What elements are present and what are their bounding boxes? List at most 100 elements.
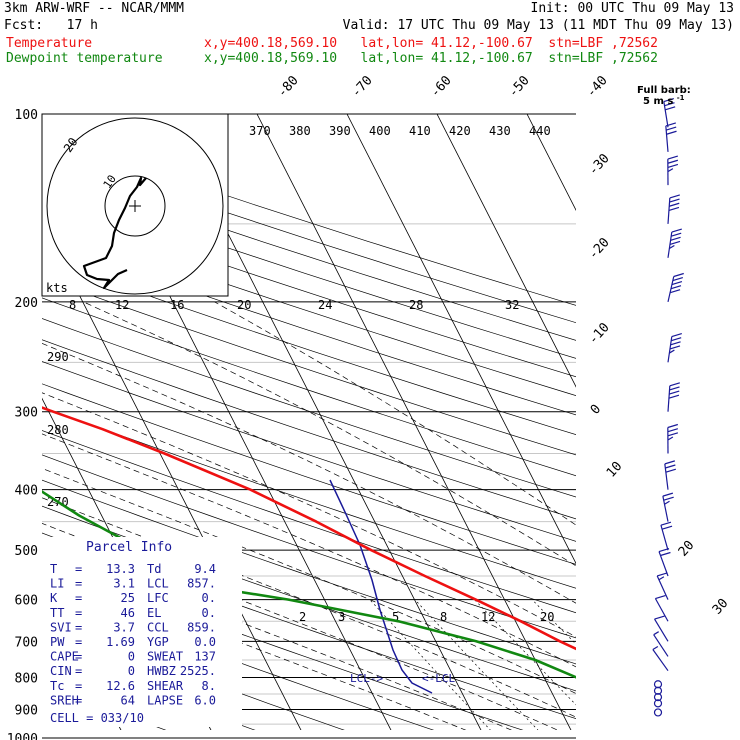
- hodograph-ring-10-label: 10: [101, 173, 119, 191]
- wind-barb-flag: [672, 276, 684, 282]
- wind-barb-staff: [652, 649, 669, 672]
- dry-adiabat-line: [42, 219, 576, 396]
- parcel-info-value: 859.: [187, 620, 216, 634]
- wind-barbs: [652, 97, 684, 717]
- wind-barb-flag: [669, 345, 681, 350]
- wind-barb-flag: [660, 521, 672, 526]
- barb-key-value: 5 m s -1: [643, 94, 685, 107]
- isotherm-tick-label: -50: [506, 73, 533, 100]
- isotherm-tick-label: -70: [349, 73, 376, 100]
- theta-tick-label: 400: [369, 124, 391, 138]
- wind-barb-flag: [653, 631, 659, 636]
- parcel-info-title: Parcel Info: [86, 540, 172, 555]
- legend-dewpoint-label: Dewpoint temperature: [6, 51, 163, 66]
- isotherm-line: [42, 221, 302, 730]
- mixing-ratio-tick-label: 16: [170, 298, 184, 312]
- mixing-ratio-tick-label: 12: [115, 298, 129, 312]
- dry-adiabat-line: [42, 238, 576, 416]
- wind-barb-flag: [669, 289, 681, 294]
- dry-adiabat-line: [42, 589, 435, 730]
- wind-barb-flag: [665, 464, 676, 469]
- isotherm-line: [436, 114, 576, 388]
- pressure-tick-label: 100: [15, 108, 38, 123]
- mixing-ratio-tick-label: 12: [481, 610, 495, 624]
- dry-adiabat-line: [42, 479, 576, 665]
- wind-barb-staff: [667, 197, 671, 224]
- wind-barb-flag: [671, 281, 683, 286]
- mixing-ratio-line: [653, 600, 740, 738]
- theta-tick-label: 370: [249, 124, 271, 138]
- pressure-tick-label: 800: [15, 672, 38, 687]
- wind-barb-staff: [663, 101, 669, 128]
- hodograph-ring: [104, 175, 166, 237]
- parcel-info-box: [42, 537, 242, 727]
- theta-tick-label: 410: [409, 124, 431, 138]
- mixing-ratio-line: [369, 599, 491, 730]
- wind-barb-flag: [673, 272, 684, 278]
- isotherm-line: [346, 114, 576, 565]
- calm-wind-marker: [653, 708, 663, 717]
- parcel-info-value: 0.: [202, 606, 216, 620]
- wind-barb-flag: [667, 168, 674, 173]
- hodograph-trace: [82, 176, 147, 290]
- parcel-info-label: HWBZ: [147, 664, 176, 678]
- wind-barb-flag: [671, 232, 682, 237]
- dry-adiabat-line: [42, 430, 576, 614]
- wind-barb-staff: [662, 495, 669, 522]
- parcel-info-value: 12.6: [106, 679, 135, 693]
- parcel-info-label: CIN: [50, 664, 72, 678]
- wind-barb-flag: [666, 130, 677, 135]
- parcel-info-value: 6.0: [194, 693, 216, 707]
- parcel-info-label: LI: [50, 577, 64, 591]
- isotherm-tick-label: 0: [588, 402, 604, 418]
- parcel-info-value: 0: [128, 650, 135, 664]
- wind-barb-flag: [670, 285, 682, 290]
- wind-barb-flag: [654, 615, 665, 620]
- theta-tick-label: 280: [47, 423, 69, 437]
- legend-temperature-label: Temperature: [6, 36, 93, 51]
- isotherm-tick-label: -60: [428, 73, 455, 100]
- wind-barb-flag: [667, 423, 678, 429]
- legend-dewpoint-location: x,y=400.18,569.10 lat,lon= 41.12,-100.67…: [204, 51, 658, 66]
- parcel-info-equals: =: [75, 650, 82, 664]
- mixing-ratio-tick-label: 8: [440, 610, 447, 624]
- model-title: 3km ARW-WRF -- NCAR/MMM: [4, 1, 185, 16]
- mixing-ratio-tick-label: 20: [237, 298, 251, 312]
- wind-barb-flag: [652, 646, 659, 651]
- hodograph-ring-20-label: 20: [61, 135, 81, 155]
- isotherm-tick-label: -10: [586, 320, 613, 347]
- wind-barb-staff: [667, 231, 673, 258]
- barb-key-title: Full barb:: [637, 85, 691, 96]
- moist-adiabat-line: [214, 301, 576, 526]
- hodograph-origin: [129, 200, 141, 212]
- wind-barb-flag: [663, 97, 675, 103]
- parcel-info-value: 9.4: [194, 562, 216, 576]
- wind-barb-staff: [667, 276, 675, 302]
- wind-barb-flag: [669, 382, 680, 387]
- wind-barb-staff: [660, 524, 669, 551]
- theta-tick-label: 290: [47, 350, 69, 364]
- wind-barb-flag: [669, 240, 681, 245]
- hodograph: [41, 113, 229, 297]
- lcl-parcel-label: LCL->: [350, 672, 383, 685]
- parcel-info-cell: CELL = 033/10: [50, 711, 144, 725]
- parcel-info-label: SWEAT: [147, 650, 183, 664]
- wind-barb-staff: [667, 385, 671, 412]
- wind-barb-staff: [658, 551, 669, 577]
- dry-adiabat-line: [42, 454, 576, 639]
- wind-barb-flag: [671, 228, 682, 233]
- mixing-ratio-tick-label: 2: [299, 610, 306, 624]
- parcel-info-value: 25: [121, 591, 135, 605]
- valid-time: Valid: 17 UTC Thu 09 May 13 (11 MDT Thu …: [342, 18, 734, 33]
- dewpoint-line: [42, 490, 576, 679]
- isotherm-line: [707, 114, 740, 738]
- dry-adiabat-line: [42, 297, 576, 477]
- wind-barb-flag: [669, 390, 680, 395]
- parcel-info-equals: =: [75, 577, 82, 591]
- parcel-info-label: TT: [50, 606, 64, 620]
- wind-barb-flag: [669, 202, 680, 207]
- parcel-info-equals: =: [75, 562, 82, 576]
- temperature-line: [42, 406, 576, 651]
- isotherm-tick-label: 30: [710, 596, 732, 618]
